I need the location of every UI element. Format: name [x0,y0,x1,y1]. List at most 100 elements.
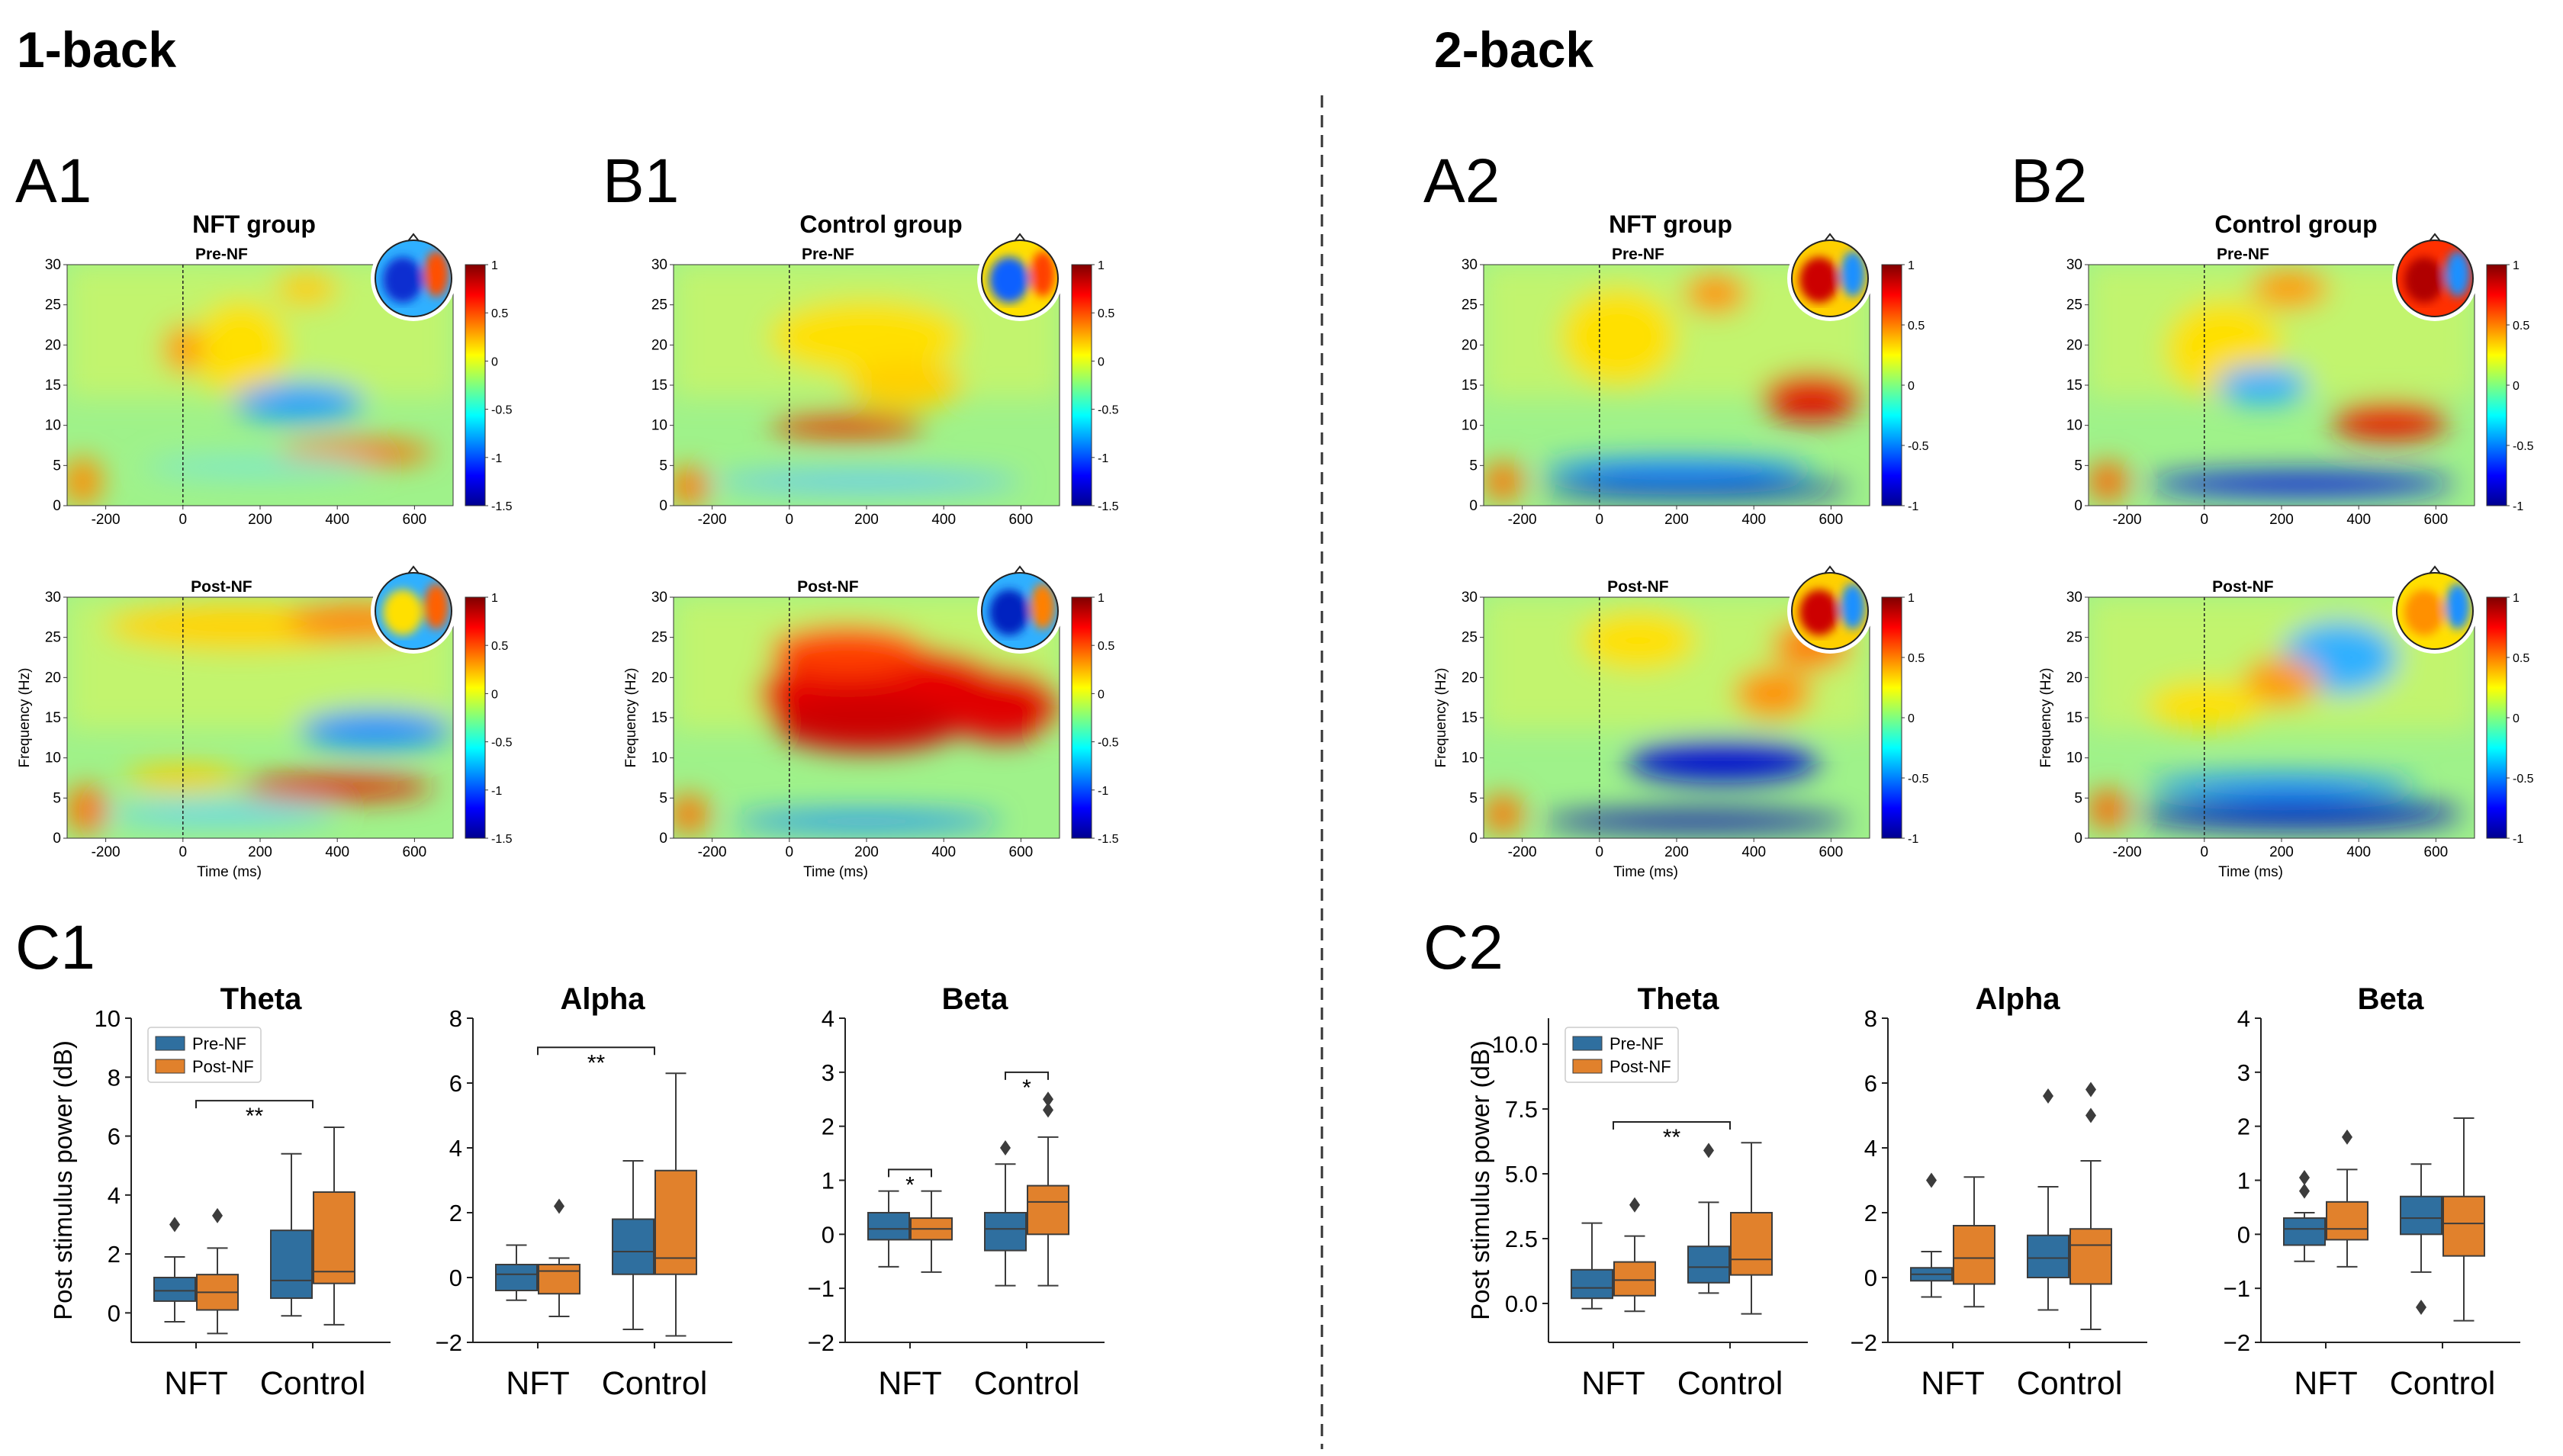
y-tick-label: 4 [822,1005,835,1032]
significance-bracket: * [1005,1071,1049,1101]
y-tick-label: −1 [808,1275,835,1302]
legend-label-post: Post-NF [192,1057,254,1076]
x-tick-label: 0 [1596,512,1604,528]
x-tick-label: 600 [403,512,427,528]
tf-subplot-title: Pre-NF [1612,246,1664,263]
colorbar-tick-label: -1 [2513,500,2523,513]
y-tick-label: 30 [651,257,667,273]
box-iqr [1687,1245,1730,1284]
tf-blob [1761,373,1862,422]
y-tick-label: 30 [2066,257,2082,273]
y-tick-label: 15 [651,378,667,394]
tf-blob [1734,669,1812,718]
box-control-post-nf [313,1126,355,1326]
significance-bracket: ** [195,1100,314,1129]
box-nft-pre-nf [153,1217,196,1323]
x-tick-label: 600 [2424,844,2449,860]
tf-blob [144,455,376,480]
section-title-1back: 1-back [17,21,176,78]
y-tick-label: 8 [108,1064,121,1091]
y-tick-label: 10 [45,750,61,767]
outlier-marker [169,1217,180,1233]
tf-blob [2331,402,2448,441]
tf-blob [2146,773,2417,798]
tf-blob [944,669,1060,742]
y-tick-label: 0 [2074,831,2082,847]
topography-head-icon [977,233,1063,321]
tf-blob [2243,657,2320,706]
tf-blob [2250,269,2328,308]
tf-subplot-pre-nf: Pre-NF -200 0 200 400 600 0 5 10 15 20 25 30 1 0.5 0 -0.… [1462,233,1929,528]
tf-blob [1580,611,1696,670]
topography-head-icon [1787,233,1873,321]
legend-swatch-pre [1572,1036,1603,1051]
y-tick-label: 15 [2066,378,2082,394]
tf-subplot-title: Pre-NF [195,246,248,263]
x-category-label: NFT [506,1365,570,1402]
box-iqr [495,1264,538,1291]
box-iqr [984,1212,1027,1252]
y-tick-label: 5 [2074,458,2082,474]
colorbar-tick-label: 1 [2513,592,2520,605]
box-nft-pre-nf [1910,1172,1953,1298]
x-category-label: Control [260,1365,366,1402]
colorbar-tick-label: -0.5 [491,404,513,417]
legend-swatch-post [155,1059,185,1074]
box-nft-pre-nf [495,1244,538,1301]
significance-stars: * [905,1172,915,1197]
outlier-marker [1926,1172,1937,1188]
tf-title: NFT group [1609,211,1732,238]
tf-blob [770,413,925,439]
outlier-marker [2416,1299,2426,1315]
box-nft-pre-nf [1571,1222,1613,1310]
colorbar-tick-label: 1 [1908,592,1915,605]
colorbar-tick-label: 0.5 [1908,652,1925,665]
y-tick-label: 20 [2066,670,2082,686]
box-control-pre-nf [270,1152,313,1317]
x-tick-label: 0 [179,512,188,528]
y-tick-label: 2 [2237,1114,2250,1140]
colorbar [1881,596,1902,839]
colorbar-tick-label: 0 [2513,380,2520,393]
x-category-label: NFT [2294,1365,2358,1402]
colorbar [1071,264,1092,506]
x-axis-label: Time (ms) [803,864,868,880]
tf-blob [124,766,241,790]
y-axis-label: Frequency (Hz) [1433,668,1449,768]
y-tick-label: 0.0 [1505,1290,1538,1317]
y-tick-label: 25 [2066,297,2082,313]
boxplot-beta: Beta −2 −1 0 1 2 3 4 NFT Control * * [808,982,1105,1402]
colorbar-tick-label: -1 [1908,500,1918,513]
y-tick-label: 0 [2237,1221,2250,1248]
box-iqr [1730,1212,1773,1276]
x-category-label: NFT [878,1365,942,1402]
tf-subplot-title: Post-NF [2212,578,2274,596]
colorbar-tick-label: -1.5 [491,833,513,846]
box-iqr [654,1169,697,1275]
significance-stars: ** [1663,1125,1681,1150]
boxplot-beta: Beta −2 −1 0 1 2 3 4 NFT Control [2224,982,2520,1402]
topography-head-icon [371,565,456,654]
y-tick-label: 30 [1462,257,1478,273]
box-iqr [270,1229,313,1300]
y-tick-label: 20 [651,337,667,353]
y-axis-label: Post stimulus power (dB) [1466,1040,1494,1320]
y-tick-label: 0 [2074,498,2082,514]
box-control-pre-nf [1687,1143,1730,1294]
y-tick-label: 0 [53,498,61,514]
tf-blob [194,301,288,397]
x-tick-label: 200 [854,512,879,528]
tf-blob [1541,812,1851,831]
x-tick-label: 400 [325,512,349,528]
box-control-pre-nf [2027,1088,2069,1311]
y-tick-label: 25 [1462,630,1478,646]
x-tick-label: 600 [403,844,427,860]
tf-blob [2089,462,2127,501]
y-tick-label: 5 [1469,790,1478,806]
colorbar [465,596,486,839]
legend-swatch-pre [155,1036,185,1051]
x-tick-label: 600 [2424,512,2449,528]
x-tick-label: -200 [2113,512,2142,528]
